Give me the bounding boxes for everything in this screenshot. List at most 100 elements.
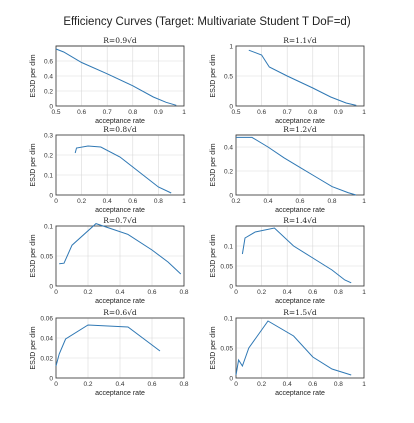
y-axis-label: ESJD per dim <box>30 326 37 369</box>
y-tick-label: 0.4 <box>224 144 233 151</box>
y-tick-label: 0.1 <box>44 223 53 230</box>
x-tick-label: 0.4 <box>283 289 292 296</box>
axes-frame <box>235 45 365 107</box>
y-tick-label: 0.2 <box>44 152 53 159</box>
axes-frame <box>55 225 185 287</box>
y-axis-label: ESJD per dim <box>210 234 217 277</box>
x-tick-label: 0.2 <box>257 289 266 296</box>
x-axis-label: acceptance rate <box>275 390 325 397</box>
x-tick-label: 0.2 <box>83 289 92 296</box>
x-tick-label: 0.4 <box>115 381 124 388</box>
series-line <box>235 320 352 376</box>
series-line <box>248 49 357 106</box>
x-tick-label: 1 <box>362 289 366 296</box>
x-tick-label: 0.7 <box>283 109 292 116</box>
x-tick-label: 0.6 <box>77 109 86 116</box>
series-line <box>74 145 172 194</box>
y-axis-label: ESJD per dim <box>30 234 37 277</box>
y-tick-label: 0 <box>229 283 233 290</box>
x-tick-label: 0.8 <box>327 198 336 205</box>
y-tick-label: 0.2 <box>44 88 53 95</box>
plot-area <box>55 134 185 196</box>
x-tick-label: 0.8 <box>334 381 343 388</box>
x-tick-label: 0.2 <box>77 198 86 205</box>
axes-frame <box>55 134 185 196</box>
y-axis-label: ESJD per dim <box>30 143 37 186</box>
subplot-7: 0 0.2 0.4 0.6 0.8 0 0.02 0.04 0.06 R=0.6√d accepta… <box>30 308 189 397</box>
subplot-title: R=0.8√d <box>103 125 137 134</box>
y-tick-label: 0 <box>49 375 53 382</box>
y-axis-label: ESJD per dim <box>30 54 37 97</box>
y-tick-label: 0.6 <box>44 58 53 65</box>
y-axis-label: ESJD per dim <box>210 143 217 186</box>
x-tick-label: 0.8 <box>179 289 188 296</box>
x-axis-label: acceptance rate <box>275 118 325 125</box>
y-tick-label: 0.1 <box>44 172 53 179</box>
axes-frame <box>235 225 365 287</box>
x-axis-label: acceptance rate <box>275 207 325 214</box>
x-tick-label: 0.2 <box>257 381 266 388</box>
x-tick-label: 1 <box>362 381 366 388</box>
x-tick-label: 1 <box>362 109 366 116</box>
x-tick-label: 0.8 <box>334 289 343 296</box>
x-tick-label: 0.9 <box>334 109 343 116</box>
series-line <box>236 136 357 196</box>
axes-frame <box>55 317 185 379</box>
x-tick-label: 0 <box>234 289 238 296</box>
x-tick-label: 0.6 <box>147 381 156 388</box>
y-tick-label: 0.02 <box>40 355 53 362</box>
x-tick-label: 0.2 <box>231 198 240 205</box>
y-tick-label: 0 <box>229 192 233 199</box>
subplot-title: R=0.9√d <box>103 36 137 45</box>
x-tick-label: 0 <box>54 381 58 388</box>
y-tick-label: 0.1 <box>224 315 233 322</box>
subplot-title: R=1.2√d <box>283 125 317 134</box>
subplot-title: R=0.7√d <box>103 216 137 225</box>
series-line <box>55 48 177 106</box>
x-tick-label: 0.8 <box>128 109 137 116</box>
x-tick-label: 0.4 <box>263 198 272 205</box>
x-axis-label: acceptance rate <box>95 390 145 397</box>
subplot-8: 0 0.2 0.4 0.6 0.8 1 0 0.05 0.1 R=1.5√d acceptance … <box>210 308 366 397</box>
series-line <box>59 223 182 275</box>
x-tick-label: 0 <box>54 289 58 296</box>
plot-area <box>235 225 365 287</box>
y-tick-label: 0.5 <box>224 73 233 80</box>
x-tick-label: 1 <box>362 198 366 205</box>
x-axis-label: acceptance rate <box>275 298 325 305</box>
y-tick-label: 0 <box>229 375 233 382</box>
y-tick-label: 0.05 <box>220 345 233 352</box>
x-tick-label: 0.8 <box>179 381 188 388</box>
y-axis-label: ESJD per dim <box>210 326 217 369</box>
x-tick-label: 0.6 <box>308 381 317 388</box>
subplot-title: R=1.4√d <box>283 216 317 225</box>
x-tick-label: 1 <box>182 198 186 205</box>
y-axis-label: ESJD per dim <box>210 54 217 97</box>
subplot-5: 0 0.2 0.4 0.6 0.8 0 0.05 0.1 R=0.7√d acceptance r… <box>30 216 189 305</box>
x-tick-label: 0.9 <box>154 109 163 116</box>
y-tick-label: 0.1 <box>224 243 233 250</box>
figure-suptitle: Efficiency Curves (Target: Multivariate … <box>63 16 350 28</box>
x-axis-label: acceptance rate <box>95 118 145 125</box>
x-tick-label: 0.6 <box>147 289 156 296</box>
x-axis-label: acceptance rate <box>95 207 145 214</box>
x-tick-label: 0 <box>54 198 58 205</box>
y-tick-label: 0.05 <box>40 253 53 260</box>
y-tick-label: 0 <box>49 103 53 110</box>
x-tick-label: 0.4 <box>103 198 112 205</box>
y-tick-label: 1 <box>229 43 233 50</box>
axes-frame <box>55 45 185 107</box>
y-tick-label: 0.3 <box>44 132 53 139</box>
subplot-6: 0 0.2 0.4 0.6 0.8 1 0 0.05 0.1 R=1.4√d acceptance … <box>210 216 366 305</box>
x-tick-label: 0.8 <box>154 198 163 205</box>
subplot-3: 0 0.2 0.4 0.6 0.8 1 0 0.1 0.2 0.3 R=0.8√d acceptanc… <box>30 125 186 214</box>
x-tick-label: 0 <box>234 381 238 388</box>
y-tick-label: 0 <box>49 192 53 199</box>
series-line <box>55 324 161 367</box>
subplot-title: R=0.6√d <box>103 308 137 317</box>
y-tick-label: 0.2 <box>224 168 233 175</box>
